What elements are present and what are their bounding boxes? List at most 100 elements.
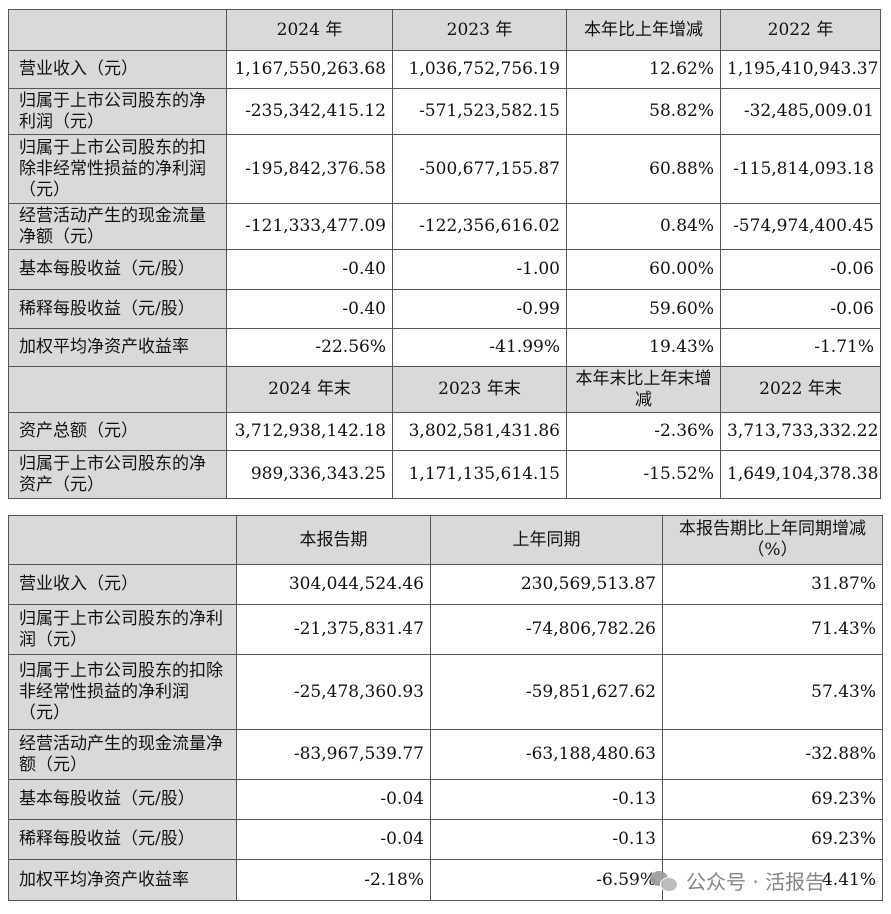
row-label: 资产总额（元） [8, 412, 227, 451]
header-period-change: 本报告期比上年同期增减（%） [662, 515, 883, 565]
value-cell: 1,195,410,943.37 [720, 50, 881, 89]
header-cell [8, 515, 237, 565]
value-cell: -195,842,376.58 [226, 134, 393, 204]
value-cell: 19.43% [566, 328, 721, 367]
value-cell: -122,356,616.02 [392, 203, 567, 250]
value-cell: -0.40 [226, 249, 393, 290]
table-row: 营业收入（元） 1,167,550,263.68 1,036,752,756.1… [8, 50, 881, 89]
value-cell: -22.56% [226, 328, 393, 367]
value-cell: 69.23% [662, 779, 883, 820]
row-label: 基本每股收益（元/股） [8, 249, 227, 290]
value-cell: -0.04 [236, 819, 431, 860]
table-row: 加权平均净资产收益率 -22.56% -41.99% 19.43% -1.71% [8, 328, 881, 367]
table-row: 经营活动产生的现金流量净额（元） -121,333,477.09 -122,35… [8, 203, 881, 250]
row-label: 经营活动产生的现金流量净额（元） [8, 729, 237, 780]
value-cell: -15.52% [566, 450, 721, 499]
value-cell: -574,974,400.45 [720, 203, 881, 250]
row-label: 营业收入（元） [8, 50, 227, 89]
value-cell: 4.41% [662, 859, 883, 901]
value-cell: -500,677,155.87 [392, 134, 567, 204]
value-cell: -32,485,009.01 [720, 88, 881, 135]
annual-financial-table: 2024 年 2023 年 本年比上年增减 2022 年 营业收入（元） 1,1… [8, 9, 881, 499]
value-cell: -25,478,360.93 [236, 654, 431, 730]
row-label: 加权平均净资产收益率 [8, 859, 237, 901]
table-row: 稀释每股收益（元/股） -0.04 -0.13 69.23% [8, 819, 883, 860]
watermark-text: 公众号 · 活报告 [686, 870, 826, 894]
table-row: 加权平均净资产收益率 -2.18% -6.59% 4.41% [8, 859, 883, 901]
value-cell: -6.59% [430, 859, 663, 901]
table-row: 归属于上市公司股东的净利润（元） -21,375,831.47 -74,806,… [8, 604, 883, 655]
value-cell: 60.88% [566, 134, 721, 204]
row-label: 营业收入（元） [8, 564, 237, 605]
table-row: 归属于上市公司股东的净资产（元） 989,336,343.25 1,171,13… [8, 450, 881, 499]
header-2024: 2024 年 [226, 9, 393, 51]
value-cell: -121,333,477.09 [226, 203, 393, 250]
row-label: 归属于上市公司股东的扣除非经常性损益的净利润（元） [8, 654, 237, 730]
value-cell: -0.40 [226, 289, 393, 329]
value-cell: 71.43% [662, 604, 883, 655]
value-cell: -235,342,415.12 [226, 88, 393, 135]
value-cell: 989,336,343.25 [226, 450, 393, 499]
quarterly-financial-table: 本报告期 上年同期 本报告期比上年同期增减（%） 营业收入（元） 304,044… [8, 515, 883, 901]
table-row: 资产总额（元） 3,712,938,142.18 3,802,581,431.8… [8, 412, 881, 451]
table-row: 稀释每股收益（元/股） -0.40 -0.99 59.60% -0.06 [8, 289, 881, 329]
header-cell [8, 366, 227, 413]
row-label: 稀释每股收益（元/股） [8, 289, 227, 329]
value-cell: 304,044,524.46 [236, 564, 431, 605]
value-cell: -1.00 [392, 249, 567, 290]
value-cell: -0.13 [430, 779, 663, 820]
value-cell: 58.82% [566, 88, 721, 135]
header-current-period: 本报告期 [236, 515, 431, 565]
value-cell: -2.18% [236, 859, 431, 901]
watermark: 公众号 · 活报告 [650, 866, 825, 895]
table-row: 营业收入（元） 304,044,524.46 230,569,513.87 31… [8, 564, 883, 605]
value-cell: 3,712,938,142.18 [226, 412, 393, 451]
value-cell: -0.13 [430, 819, 663, 860]
row-label: 归属于上市公司股东的净利润（元） [8, 88, 227, 135]
header-prior-period: 上年同期 [430, 515, 663, 565]
value-cell: 31.87% [662, 564, 883, 605]
value-cell: -0.06 [720, 289, 881, 329]
value-cell: 1,167,550,263.68 [226, 50, 393, 89]
value-cell: 12.62% [566, 50, 721, 89]
value-cell: -0.06 [720, 249, 881, 290]
value-cell: 1,171,135,614.15 [392, 450, 567, 499]
row-label: 稀释每股收益（元/股） [8, 819, 237, 860]
row-label: 归属于上市公司股东的净利润（元） [8, 604, 237, 655]
value-cell: 69.23% [662, 819, 883, 860]
row-label: 基本每股收益（元/股） [8, 779, 237, 820]
table-row: 经营活动产生的现金流量净额（元） -83,967,539.77 -63,188,… [8, 729, 883, 780]
value-cell: -41.99% [392, 328, 567, 367]
row-label: 加权平均净资产收益率 [8, 328, 227, 367]
value-cell: 0.84% [566, 203, 721, 250]
value-cell: -2.36% [566, 412, 721, 451]
table-row: 归属于上市公司股东的扣除非经常性损益的净利润（元） -25,478,360.93… [8, 654, 883, 730]
quarterly-header-row: 本报告期 上年同期 本报告期比上年同期增减（%） [8, 515, 883, 565]
value-cell: 3,713,733,332.22 [720, 412, 881, 451]
header-yearend-change: 本年末比上年末增减 [566, 366, 721, 413]
value-cell: -0.99 [392, 289, 567, 329]
value-cell: -115,814,093.18 [720, 134, 881, 204]
value-cell: -21,375,831.47 [236, 604, 431, 655]
value-cell: -32.88% [662, 729, 883, 780]
value-cell: -0.04 [236, 779, 431, 820]
header-2023-end: 2023 年末 [392, 366, 567, 413]
row-label: 归属于上市公司股东的净资产（元） [8, 450, 227, 499]
table-row: 归属于上市公司股东的扣除非经常性损益的净利润（元） -195,842,376.5… [8, 134, 881, 204]
value-cell: -59,851,627.62 [430, 654, 663, 730]
yearend-header-row: 2024 年末 2023 年末 本年末比上年末增减 2022 年末 [8, 366, 881, 413]
value-cell: 1,649,104,378.38 [720, 450, 881, 499]
table-row: 归属于上市公司股东的净利润（元） -235,342,415.12 -571,52… [8, 88, 881, 135]
wechat-icon [650, 869, 678, 893]
header-2022-end: 2022 年末 [720, 366, 881, 413]
table-row: 基本每股收益（元/股） -0.40 -1.00 60.00% -0.06 [8, 249, 881, 290]
value-cell: 1,036,752,756.19 [392, 50, 567, 89]
header-yoy-change: 本年比上年增减 [566, 9, 721, 51]
header-cell [8, 9, 227, 51]
value-cell: 57.43% [662, 654, 883, 730]
value-cell: 60.00% [566, 249, 721, 290]
table-row: 基本每股收益（元/股） -0.04 -0.13 69.23% [8, 779, 883, 820]
value-cell: -1.71% [720, 328, 881, 367]
value-cell: 59.60% [566, 289, 721, 329]
row-label: 归属于上市公司股东的扣除非经常性损益的净利润（元） [8, 134, 227, 204]
